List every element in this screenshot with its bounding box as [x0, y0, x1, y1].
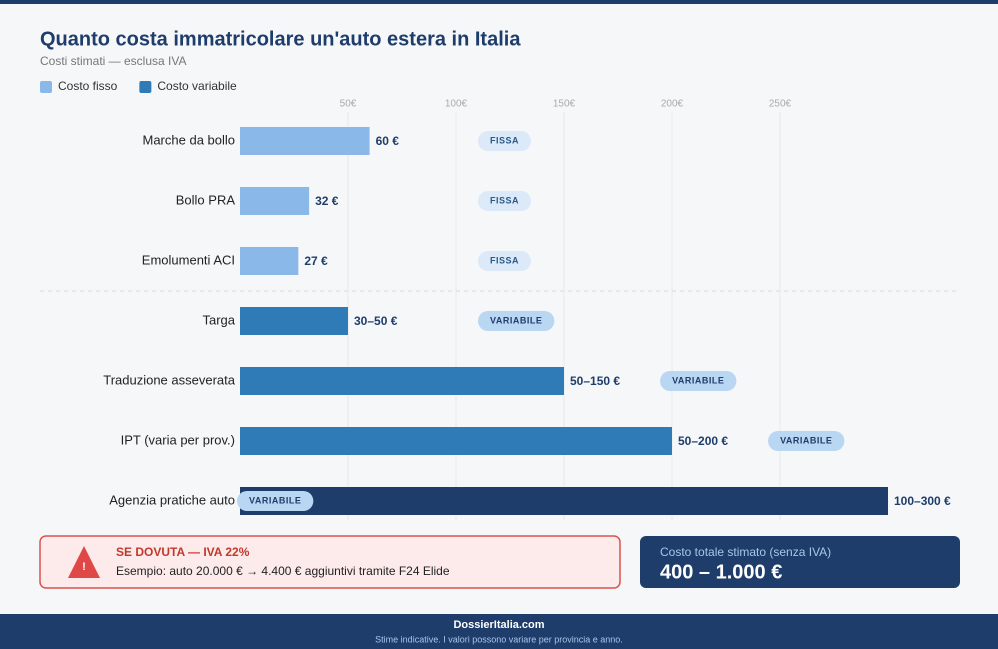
tag-background	[478, 131, 532, 151]
total-box	[640, 536, 960, 588]
y-tick-label: Emolumenti ACI	[142, 252, 235, 267]
tag-badge: VARIABILE	[237, 491, 314, 511]
bar	[240, 367, 564, 395]
tag-background	[237, 491, 314, 511]
tag-badge: FISSA	[478, 251, 532, 271]
x-tick-label: 100€	[445, 99, 468, 110]
chart-subtitle: Costi stimati — esclusa IVA	[40, 54, 186, 68]
tag-label: FISSA	[490, 195, 519, 205]
bar	[240, 187, 310, 215]
tag-background	[768, 431, 845, 451]
bar	[240, 127, 370, 155]
legend-swatch	[139, 81, 152, 93]
tag-label: VARIABILE	[249, 495, 301, 505]
warning-text: Esempio: auto 20.000 € → 4.400 € aggiunt…	[116, 564, 450, 578]
warning-title: SE DOVUTA — IVA 22%	[116, 545, 250, 559]
tag-badge: FISSA	[478, 131, 532, 151]
y-tick-label: IPT (varia per prov.)	[121, 432, 235, 447]
x-tick-label: 200€	[661, 99, 684, 110]
bar	[240, 307, 348, 335]
top-bar	[0, 0, 998, 4]
y-tick-label: Agenzia pratiche auto	[109, 492, 235, 507]
total-label: Costo totale stimato (senza IVA)	[660, 545, 831, 559]
y-tick-label: Traduzione asseverata	[103, 372, 236, 387]
value-label: 50–200 €	[678, 434, 728, 448]
y-tick-label: Marche da bollo	[143, 132, 236, 147]
tag-label: FISSA	[490, 255, 519, 265]
legend: Costo fisso Costo variabile	[40, 79, 237, 93]
tag-badge: FISSA	[478, 191, 532, 211]
chart-title: Quanto costa immatricolare un'auto ester…	[40, 28, 521, 50]
bar	[240, 427, 672, 455]
legend-label: Costo fisso	[58, 79, 118, 93]
bar	[240, 247, 299, 275]
tag-background	[478, 311, 555, 331]
plot: 50€ 100€ 150€ 200€ 250€ Marche da bollo 60 € FI…	[40, 99, 960, 520]
tag-badge: VARIABILE	[768, 431, 845, 451]
value-label: 60 €	[376, 134, 400, 148]
tag-background	[478, 191, 532, 211]
y-tick-label: Bollo PRA	[176, 192, 236, 207]
tag-label: VARIABILE	[490, 315, 542, 325]
warning-box	[39, 535, 621, 589]
x-tick-label: 50€	[340, 99, 357, 110]
value-label: 100–300 €	[894, 494, 951, 508]
x-tick-label: 150€	[553, 99, 576, 110]
tag-badge: VARIABILE	[660, 371, 737, 391]
tag-label: VARIABILE	[672, 375, 724, 385]
legend-label: Costo variabile	[157, 79, 237, 93]
value-label: 32 €	[315, 194, 339, 208]
value-label: 50–150 €	[570, 374, 620, 388]
warning-icon-mark: !	[82, 561, 86, 573]
total-value: 400 – 1.000 €	[660, 561, 782, 583]
footer	[0, 614, 998, 649]
warning-icon	[68, 546, 100, 578]
bar	[240, 487, 888, 515]
footer-note: Stime indicative. I valori possono varia…	[375, 634, 623, 644]
x-tick-label: 250€	[769, 99, 792, 110]
tag-label: FISSA	[490, 135, 519, 145]
value-label: 27 €	[304, 254, 328, 268]
tag-badge: VARIABILE	[478, 311, 555, 331]
tag-label: VARIABILE	[780, 435, 832, 445]
value-label: 30–50 €	[354, 314, 398, 328]
legend-swatch	[40, 81, 52, 93]
tag-background	[660, 371, 737, 391]
tag-background	[478, 251, 532, 271]
footer-site: DossierItalia.com	[453, 619, 544, 631]
y-tick-label: Targa	[202, 312, 235, 327]
